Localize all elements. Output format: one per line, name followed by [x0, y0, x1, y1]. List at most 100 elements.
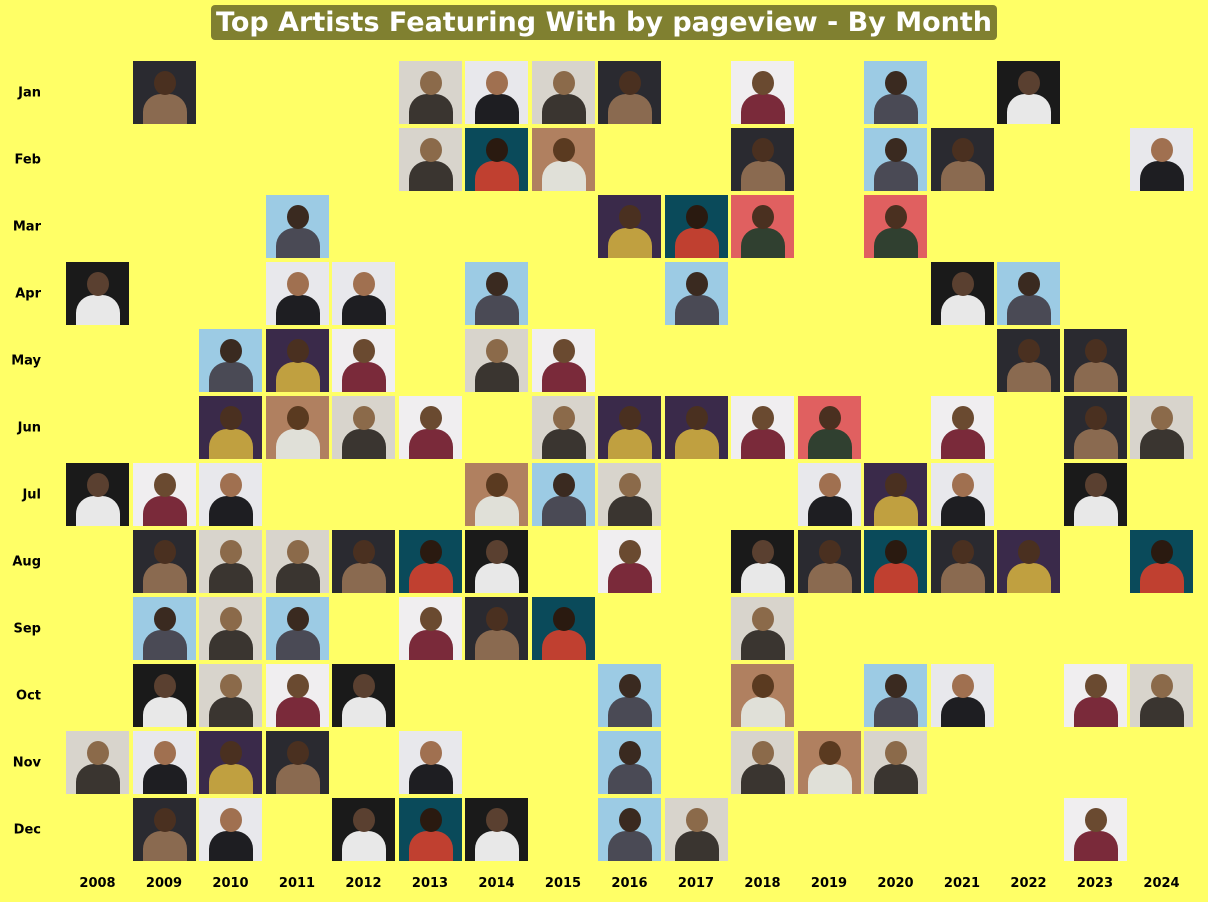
artist-head — [884, 540, 907, 564]
artist-thumbnail — [465, 329, 528, 392]
artist-figure — [873, 161, 918, 191]
artist-figure — [940, 161, 985, 191]
artist-figure — [541, 630, 586, 660]
artist-thumbnail — [532, 61, 595, 124]
artist-thumbnail — [266, 731, 329, 794]
artist-thumbnail — [731, 396, 794, 459]
artist-figure — [873, 764, 918, 794]
artist-head — [485, 808, 508, 832]
artist-thumbnail — [199, 530, 262, 593]
artist-head — [219, 808, 242, 832]
artist-thumbnail — [864, 128, 927, 191]
artist-figure — [807, 764, 852, 794]
artist-thumbnail — [399, 530, 462, 593]
artist-head — [552, 138, 575, 162]
artist-figure — [208, 630, 253, 660]
artist-thumbnail — [532, 329, 595, 392]
artist-head — [352, 339, 375, 363]
artist-thumbnail — [399, 731, 462, 794]
artist-head — [286, 406, 309, 430]
artist-head — [1017, 540, 1040, 564]
artist-figure — [607, 94, 652, 124]
artist-head — [685, 808, 708, 832]
artist-thumbnail — [332, 262, 395, 325]
artist-thumbnail — [598, 664, 661, 727]
artist-figure — [674, 228, 719, 258]
month-label: May — [11, 353, 41, 368]
artist-head — [552, 339, 575, 363]
artist-head — [1084, 808, 1107, 832]
artist-figure — [607, 228, 652, 258]
month-label: Nov — [12, 755, 41, 770]
artist-thumbnail — [399, 798, 462, 861]
artist-figure — [541, 161, 586, 191]
artist-figure — [1139, 161, 1184, 191]
artist-head — [618, 674, 641, 698]
year-label: 2016 — [611, 876, 648, 891]
artist-figure — [873, 697, 918, 727]
artist-head — [751, 540, 774, 564]
artist-head — [286, 540, 309, 564]
artist-figure — [275, 362, 320, 392]
artist-figure — [341, 563, 386, 593]
artist-thumbnail — [332, 664, 395, 727]
artist-head — [485, 138, 508, 162]
artist-figure — [474, 94, 519, 124]
artist-figure — [142, 697, 187, 727]
artist-figure — [341, 362, 386, 392]
artist-thumbnail — [1130, 664, 1193, 727]
artist-figure — [474, 563, 519, 593]
artist-head — [485, 607, 508, 631]
year-label: 2015 — [544, 876, 582, 891]
artist-thumbnail — [332, 798, 395, 861]
artist-thumbnail — [133, 664, 196, 727]
artist-thumbnail — [532, 463, 595, 526]
artist-figure — [740, 764, 785, 794]
artist-thumbnail — [332, 530, 395, 593]
artist-figure — [1073, 429, 1118, 459]
artist-thumbnail — [598, 530, 661, 593]
artist-head — [86, 473, 109, 497]
artist-head — [884, 138, 907, 162]
artist-figure — [275, 429, 320, 459]
artist-figure — [740, 228, 785, 258]
artist-head — [618, 71, 641, 95]
artist-head — [153, 607, 176, 631]
artist-head — [419, 71, 442, 95]
artist-thumbnail — [864, 664, 927, 727]
artist-figure — [474, 831, 519, 861]
artist-head — [818, 473, 841, 497]
artist-figure — [607, 563, 652, 593]
artist-figure — [1073, 831, 1118, 861]
artist-figure — [1006, 94, 1051, 124]
artist-thumbnail — [731, 597, 794, 660]
artist-thumbnail — [465, 262, 528, 325]
artist-figure — [408, 630, 453, 660]
artist-head — [86, 741, 109, 765]
artist-head — [419, 808, 442, 832]
artist-thumbnail — [1064, 664, 1127, 727]
artist-head — [1150, 138, 1173, 162]
artist-head — [286, 741, 309, 765]
artist-thumbnail — [1064, 463, 1127, 526]
artist-figure — [474, 161, 519, 191]
artist-head — [153, 71, 176, 95]
artist-thumbnail — [133, 597, 196, 660]
artist-head — [286, 272, 309, 296]
artist-thumbnail — [1064, 396, 1127, 459]
artist-thumbnail — [532, 396, 595, 459]
artist-head — [219, 339, 242, 363]
month-label: Jun — [17, 420, 41, 435]
month-label: Mar — [12, 219, 41, 234]
artist-head — [286, 339, 309, 363]
artist-thumbnail — [66, 463, 129, 526]
artist-thumbnail — [199, 329, 262, 392]
artist-head — [951, 473, 974, 497]
artist-head — [751, 607, 774, 631]
year-label: 2023 — [1076, 876, 1114, 891]
artist-head — [685, 205, 708, 229]
year-label: 2024 — [1143, 876, 1180, 891]
artist-thumbnail — [199, 396, 262, 459]
artist-thumbnail — [199, 664, 262, 727]
